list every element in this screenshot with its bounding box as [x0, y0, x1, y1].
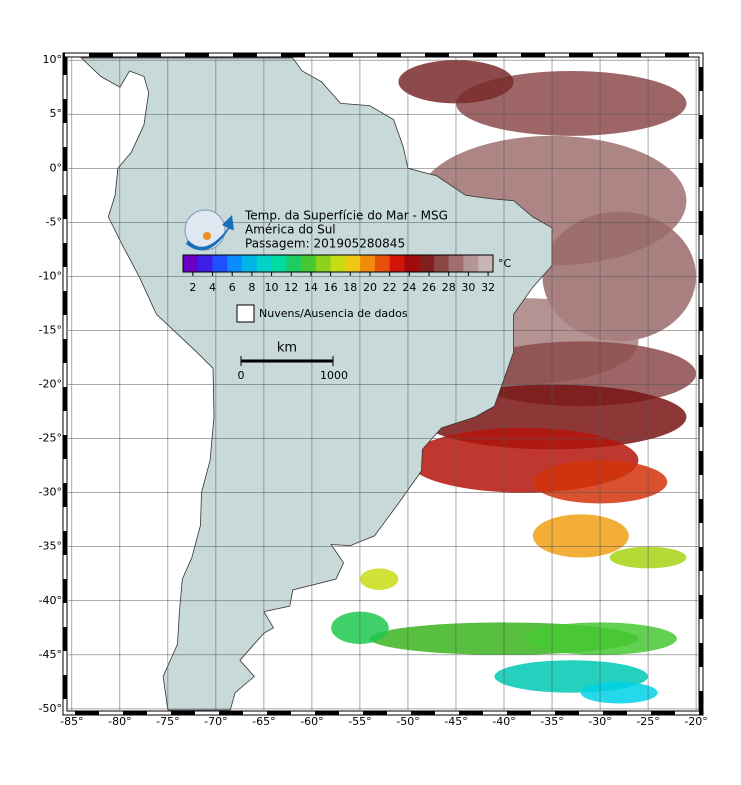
colorbar-outline — [182, 254, 494, 273]
lat-tick-label: -25° — [39, 432, 62, 445]
sst-patch — [532, 514, 629, 558]
colorbar-tick-label: 2 — [189, 281, 196, 294]
lon-tick-label: -35° — [540, 715, 563, 728]
colorbar-tick-label: 30 — [461, 281, 475, 294]
lat-tick-label: -50° — [39, 702, 62, 715]
region: América do Sul — [245, 223, 336, 237]
colorbar-segment — [286, 255, 302, 272]
sst-patch — [359, 568, 399, 590]
colorbar-segment — [301, 255, 317, 272]
colorbar-segment — [404, 255, 420, 272]
colorbar-segment — [183, 255, 199, 272]
lon-tick-label: -40° — [492, 715, 515, 728]
lat-tick-label: -15° — [39, 323, 62, 336]
lon-tick-label: -55° — [348, 715, 371, 728]
colorbar-tick-label: 8 — [248, 281, 255, 294]
cloud-legend: Nuvens/Ausencia de dados — [259, 307, 408, 320]
lat-tick-label: -20° — [39, 378, 62, 391]
colorbar-unit: °C — [498, 257, 512, 270]
colorbar-segment — [478, 255, 494, 272]
colorbar-tick-label: 26 — [422, 281, 436, 294]
graticule: -85° -80° -75° -70° -65° -60° -55° -50° -45° -40°… — [39, 53, 708, 728]
sst-patch — [580, 681, 658, 704]
colorbar-tick-label: 24 — [402, 281, 416, 294]
inpe-logo — [184, 209, 234, 251]
scale-start: 0 — [238, 369, 245, 382]
colorbar-segment — [389, 255, 405, 272]
lat-tick-label: -40° — [39, 594, 62, 607]
colorbar-segment — [433, 255, 450, 272]
colorbar-segment — [419, 255, 435, 272]
lat-tick-label: -10° — [39, 269, 62, 282]
lat-tick-label: -5° — [46, 215, 62, 228]
colorbar-tick-label: 20 — [363, 281, 377, 294]
lon-tick-label: -65° — [252, 715, 275, 728]
colorbar-segment — [315, 255, 332, 272]
lat-tick-label: -35° — [39, 540, 62, 553]
lat-tick-label: 10° — [43, 53, 63, 66]
lon-tick-label: -60° — [300, 715, 323, 728]
logo-arrow — [186, 215, 234, 251]
lon-tick-label: -80° — [108, 715, 131, 728]
lon-tick-label: -30° — [588, 715, 611, 728]
colorbar-tick-label: 10 — [265, 281, 279, 294]
lat-tick-label: 5° — [50, 107, 63, 120]
scale-end-label: 1000 — [320, 369, 348, 382]
colorbar-segment — [197, 255, 214, 272]
colorbar-tick-label: 18 — [343, 281, 357, 294]
lon-tick-label: -25° — [636, 715, 659, 728]
colorbar-segment — [212, 255, 228, 272]
colorbar-segment — [271, 255, 287, 272]
colorbar-tick-label: 28 — [442, 281, 456, 294]
colorbar-tick-label: 22 — [383, 281, 397, 294]
title: Temp. da Superfície do Mar - MSG — [244, 209, 448, 223]
scale-unit: km — [277, 341, 297, 356]
logo-globe — [184, 209, 226, 251]
colorbar-tick-label: 12 — [284, 281, 298, 294]
colorbar-tick-label: 32 — [481, 281, 495, 294]
frame-stripes — [63, 53, 703, 715]
lat-tick-label: -30° — [39, 486, 62, 499]
colorbar-tick-label: 14 — [304, 281, 318, 294]
lon-tick-label: -75° — [156, 715, 179, 728]
colorbar-segment — [256, 255, 273, 272]
lat-tick-label: 0° — [50, 161, 63, 174]
colorbar-segment — [242, 255, 258, 272]
lon-tick-label: -45° — [444, 715, 467, 728]
logo-dot — [203, 232, 211, 240]
colorbar-segment — [227, 255, 243, 272]
colorbar-tick-label: 4 — [209, 281, 216, 294]
lon-tick-label: -50° — [396, 715, 419, 728]
cloud-swatch — [236, 304, 255, 323]
colorbar-segment — [463, 255, 479, 272]
colorbar-tick-label: 6 — [229, 281, 236, 294]
lat-tick-label: -45° — [39, 648, 62, 661]
lon-tick-label: -70° — [204, 715, 227, 728]
colorbar-segment — [360, 255, 376, 272]
sst-patch — [456, 71, 687, 136]
colorbar-segment — [345, 255, 361, 272]
lon-tick-label: -85° — [60, 715, 83, 728]
pass: Passagem: 201905280845 — [245, 237, 405, 251]
colorbar-segment — [374, 255, 391, 272]
colorbar-segment — [330, 255, 346, 272]
lon-tick-label: -20° — [684, 715, 707, 728]
frame — [62, 52, 704, 716]
colorbar-tick-label: 16 — [324, 281, 338, 294]
colorbar: 2 4 6 8 10 12 14 16 18 20 22 24 26 28 30 32 — [182, 254, 495, 294]
colorbar-segment — [448, 255, 464, 272]
